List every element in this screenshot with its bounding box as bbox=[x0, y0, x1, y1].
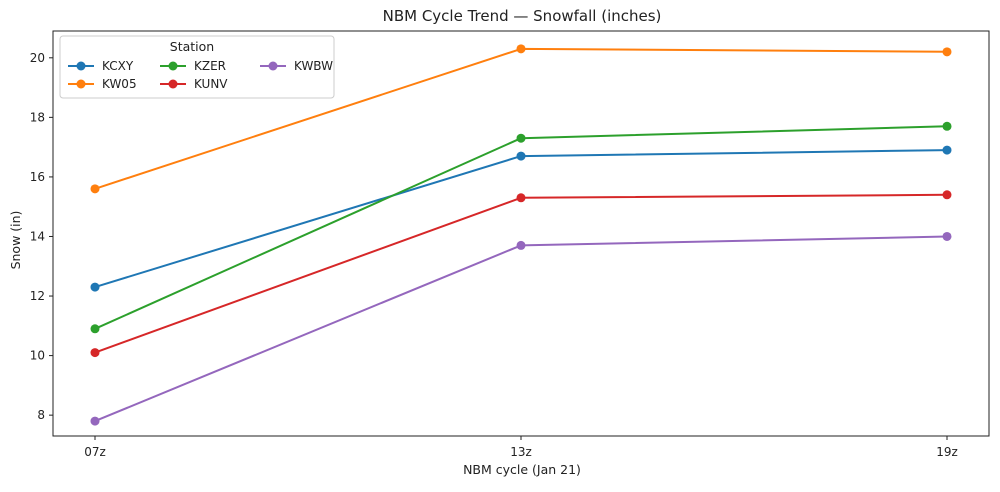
legend-label-kw05: KW05 bbox=[102, 77, 137, 91]
data-point-kw05 bbox=[90, 184, 100, 194]
data-point-kzer bbox=[90, 324, 100, 334]
data-point-kunv bbox=[516, 193, 526, 203]
y-tick-label: 20 bbox=[30, 51, 45, 65]
data-point-kunv bbox=[90, 348, 100, 358]
y-axis-label: Snow (in) bbox=[8, 211, 23, 270]
data-point-kunv bbox=[942, 190, 952, 200]
legend-box bbox=[59, 35, 335, 99]
legend-marker-kunv bbox=[168, 79, 178, 89]
legend-marker-kwbw bbox=[268, 61, 278, 71]
data-point-kw05 bbox=[516, 44, 526, 54]
data-point-kwbw bbox=[90, 416, 100, 426]
data-point-kwbw bbox=[516, 240, 526, 250]
legend: Station KCXY KW05 KZER KUNV KWBW bbox=[59, 35, 335, 99]
series-line-kcxy bbox=[94, 149, 948, 289]
legend-title: Station bbox=[170, 39, 214, 54]
y-tick-label: 8 bbox=[37, 408, 45, 422]
y-tick-label: 18 bbox=[30, 110, 45, 124]
legend-marker-kw05 bbox=[76, 79, 86, 89]
x-tick-label: 13z bbox=[510, 445, 532, 459]
legend-label-kwbw: KWBW bbox=[294, 59, 333, 73]
legend-label-kcxy: KCXY bbox=[102, 59, 134, 73]
legend-label-kunv: KUNV bbox=[194, 77, 228, 91]
y-tick-label: 14 bbox=[30, 229, 45, 243]
x-tick-label: 07z bbox=[84, 445, 106, 459]
data-point-kzer bbox=[942, 121, 952, 131]
legend-marker-kzer bbox=[168, 61, 178, 71]
data-point-kcxy bbox=[90, 282, 100, 292]
y-tick-label: 16 bbox=[30, 170, 45, 184]
legend-label-kzer: KZER bbox=[194, 59, 226, 73]
data-point-kw05 bbox=[942, 47, 952, 57]
x-axis-label: NBM cycle (Jan 21) bbox=[463, 462, 581, 477]
series-line-kwbw bbox=[94, 235, 948, 423]
data-point-kcxy bbox=[942, 145, 952, 155]
legend-marker-kcxy bbox=[76, 61, 86, 71]
plot-area: 8 10 12 14 16 18 20 07z 13z 19z bbox=[30, 30, 990, 459]
data-point-kwbw bbox=[942, 231, 952, 241]
data-point-kcxy bbox=[516, 151, 526, 161]
series-line-kunv bbox=[94, 193, 948, 354]
y-tick-label: 12 bbox=[30, 289, 45, 303]
data-point-kzer bbox=[516, 133, 526, 143]
x-tick-label: 19z bbox=[936, 445, 958, 459]
chart-title: NBM Cycle Trend — Snowfall (inches) bbox=[383, 7, 662, 25]
y-tick-label: 10 bbox=[30, 349, 45, 363]
